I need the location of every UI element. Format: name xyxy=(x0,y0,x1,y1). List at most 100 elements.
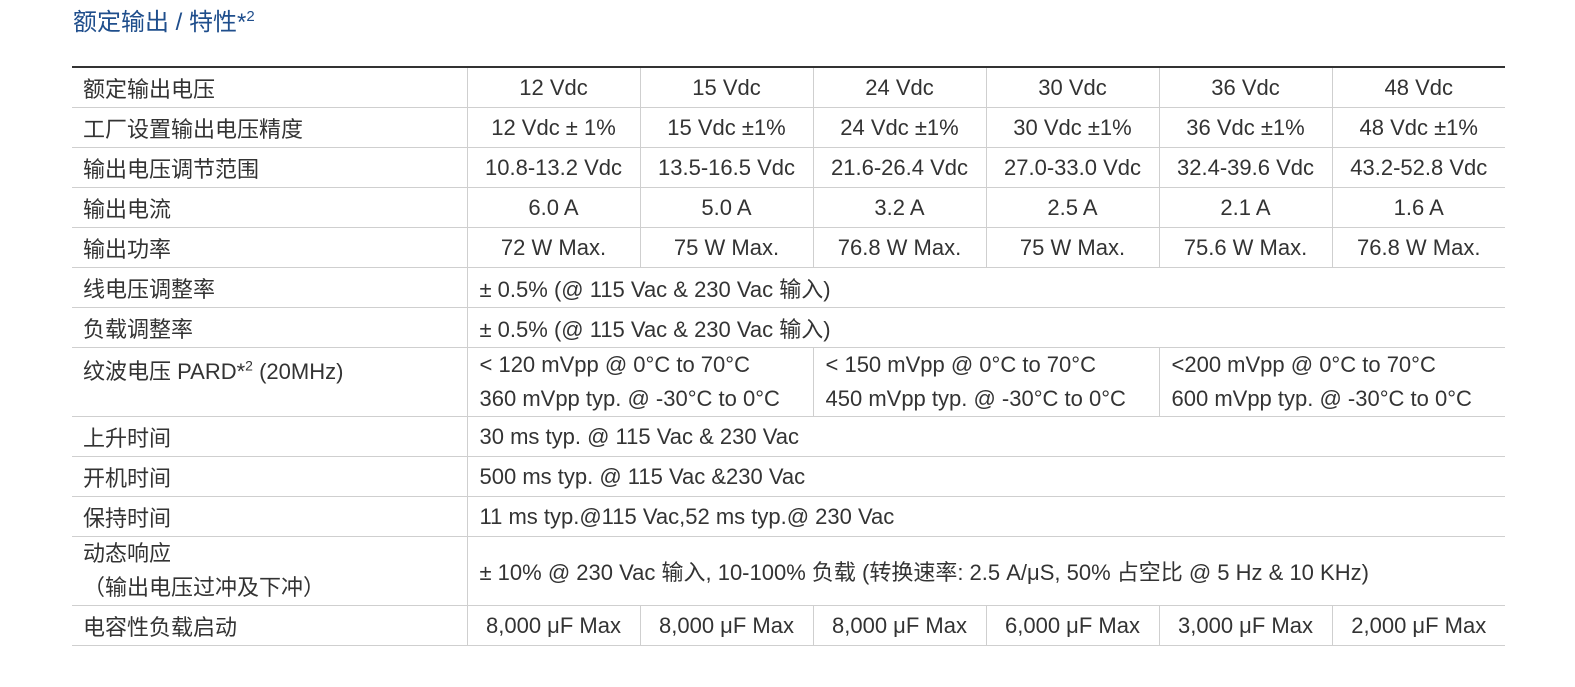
value-cell: 75 W Max. xyxy=(639,227,813,268)
value-cell: 8,000 μF Max xyxy=(812,605,986,646)
cell-text: 48 Vdc ±1% xyxy=(1359,114,1478,140)
cell-text: ± 0.5% (@ 115 Vac & 230 Vac 输入) xyxy=(479,276,831,302)
value-cell: 2.1 A xyxy=(1158,187,1332,228)
value-cell: 6,000 μF Max xyxy=(985,605,1159,646)
value-cell: 27.0-33.0 Vdc xyxy=(985,147,1159,188)
row-label: 动态响应 xyxy=(83,541,172,566)
row-label: 开机时间 xyxy=(83,465,172,491)
spec-row: 线电压调整率 ± 0.5% (@ 115 Vac & 230 Vac 输入) xyxy=(72,267,1505,308)
cell-text: 6.0 A xyxy=(528,194,579,220)
cell-text: ± 10% @ 230 Vac 输入, 10-100% 负载 (转换速率: 2.… xyxy=(479,560,1369,585)
cell-text: 450 mVpp typ. @ -30°C to 0°C xyxy=(825,386,1126,411)
value-cell: 30 Vdc ±1% xyxy=(985,107,1159,148)
value-cell: < 120 mVpp @ 0°C to 70°C 360 mVpp typ. @ … xyxy=(466,347,813,417)
row-label-cell: 输出电流 xyxy=(72,187,467,228)
cell-text: 36 Vdc xyxy=(1211,74,1280,100)
value-cell: 2,000 μF Max xyxy=(1331,605,1505,646)
value-cell: ± 0.5% (@ 115 Vac & 230 Vac 输入) xyxy=(466,267,1505,308)
cell-text: 43.2-52.8 Vdc xyxy=(1350,154,1488,180)
value-cell: 12 Vdc ± 1% xyxy=(466,107,640,148)
cell-text: 8,000 μF Max xyxy=(832,612,967,638)
value-cell: 32.4-39.6 Vdc xyxy=(1158,147,1332,188)
row-label-cell: 纹波电压 PARD*2 (20MHz) xyxy=(72,347,467,417)
title-superscript: 2 xyxy=(246,8,255,25)
cell-text: 27.0-33.0 Vdc xyxy=(1004,154,1141,180)
cell-text: 21.6-26.4 Vdc xyxy=(831,154,968,180)
row-label-cell: 上升时间 xyxy=(72,416,467,457)
value-cell: 72 W Max. xyxy=(466,227,640,268)
row-label: 线电压调整率 xyxy=(83,276,216,302)
row-label: 输出功率 xyxy=(83,236,172,262)
cell-text: 76.8 W Max. xyxy=(1357,234,1481,260)
row-label: （输出电压过冲及下冲） xyxy=(83,575,326,600)
spec-row: 保持时间 11 ms typ.@115 Vac,52 ms typ.@ 230 V… xyxy=(72,496,1505,537)
row-label: 保持时间 xyxy=(83,505,172,531)
title-text: 额定输出 / 特性* xyxy=(73,9,247,36)
spec-row: 电容性负载启动 8,000 μF Max 8,000 μF Max 8,000 μF … xyxy=(72,605,1505,646)
value-cell: < 150 mVpp @ 0°C to 70°C 450 mVpp typ. @ … xyxy=(812,347,1159,417)
row-label: 输出电压调节范围 xyxy=(83,156,260,182)
cell-text: 3,000 μF Max xyxy=(1178,612,1313,638)
label-suffix: (20MHz) xyxy=(252,359,344,384)
value-cell: 48 Vdc xyxy=(1331,67,1505,108)
value-cell: 30 Vdc xyxy=(985,67,1159,108)
value-cell: 24 Vdc ±1% xyxy=(812,107,986,148)
value-cell: 76.8 W Max. xyxy=(1331,227,1505,268)
spec-row: 输出功率 72 W Max. 75 W Max. 76.8 W Max. 75 W Ma… xyxy=(72,227,1505,268)
cell-text: 500 ms typ. @ 115 Vac &230 Vac xyxy=(479,463,806,489)
cell-text: 30 Vdc xyxy=(1038,74,1107,100)
cell-text: 24 Vdc xyxy=(865,74,934,100)
spec-row: 输出电压调节范围 10.8-13.2 Vdc 13.5-16.5 Vdc 21.6-2… xyxy=(72,147,1505,188)
value-cell: ± 10% @ 230 Vac 输入, 10-100% 负载 (转换速率: 2.… xyxy=(466,536,1505,606)
cell-text: 1.6 A xyxy=(1393,194,1444,220)
spec-row: 上升时间 30 ms typ. @ 115 Vac & 230 Vac xyxy=(72,416,1505,457)
cell-text: 2.5 A xyxy=(1047,194,1098,220)
value-cell: 2.5 A xyxy=(985,187,1159,228)
value-cell: 8,000 μF Max xyxy=(639,605,813,646)
spec-row: 纹波电压 PARD*2 (20MHz) < 120 mVpp @ 0°C to 7… xyxy=(72,347,1505,417)
row-label: 额定输出电压 xyxy=(83,76,216,102)
value-cell: 8,000 μF Max xyxy=(466,605,640,646)
cell-text: ± 0.5% (@ 115 Vac & 230 Vac 输入) xyxy=(479,316,831,342)
value-cell: 76.8 W Max. xyxy=(812,227,986,268)
row-label: 负载调整率 xyxy=(83,316,194,342)
value-cell: 43.2-52.8 Vdc xyxy=(1331,147,1505,188)
cell-text: 30 ms typ. @ 115 Vac & 230 Vac xyxy=(479,423,800,449)
value-cell: 3.2 A xyxy=(812,187,986,228)
cell-text: 11 ms typ.@115 Vac,52 ms typ.@ 230 Vac xyxy=(479,503,895,529)
cell-text: 12 Vdc xyxy=(519,74,588,100)
value-cell: ± 0.5% (@ 115 Vac & 230 Vac 输入) xyxy=(466,307,1505,348)
value-cell: 10.8-13.2 Vdc xyxy=(466,147,640,188)
value-cell: 5.0 A xyxy=(639,187,813,228)
value-cell: 36 Vdc ±1% xyxy=(1158,107,1332,148)
spec-row: 额定输出电压 12 Vdc 15 Vdc 24 Vdc 30 Vdc 36 Vdc 48 V… xyxy=(72,67,1505,108)
cell-text: 75.6 W Max. xyxy=(1183,234,1308,260)
cell-text: 600 mVpp typ. @ -30°C to 0°C xyxy=(1171,386,1472,411)
spec-row: 工厂设置输出电压精度 12 Vdc ± 1% 15 Vdc ±1% 24 Vdc ±1… xyxy=(72,107,1505,148)
row-label-cell: 保持时间 xyxy=(72,496,467,537)
cell-text: 12 Vdc ± 1% xyxy=(491,114,616,140)
cell-text: 48 Vdc xyxy=(1384,74,1454,100)
spec-body: 额定输出电压 12 Vdc 15 Vdc 24 Vdc 30 Vdc 36 Vdc 48 V… xyxy=(72,67,1505,646)
value-cell: 15 Vdc ±1% xyxy=(639,107,813,148)
value-cell: 12 Vdc xyxy=(466,67,640,108)
value-cell: 24 Vdc xyxy=(812,67,986,108)
cell-text: 15 Vdc ±1% xyxy=(667,114,786,140)
value-cell: 1.6 A xyxy=(1331,187,1505,228)
row-label-cell: 工厂设置输出电压精度 xyxy=(72,107,467,148)
cell-text: <200 mVpp @ 0°C to 70°C xyxy=(1171,352,1436,377)
cell-text: 76.8 W Max. xyxy=(837,234,962,260)
cell-text: 13.5-16.5 Vdc xyxy=(658,154,795,180)
value-cell: <200 mVpp @ 0°C to 70°C 600 mVpp typ. @ -… xyxy=(1158,347,1505,417)
label-superscript: 2 xyxy=(245,357,253,374)
cell-text: 10.8-13.2 Vdc xyxy=(485,154,622,180)
row-label: 工厂设置输出电压精度 xyxy=(83,116,304,142)
title: 额定输出 / 特性*2 xyxy=(73,2,255,37)
value-cell: 21.6-26.4 Vdc xyxy=(812,147,986,188)
value-cell: 13.5-16.5 Vdc xyxy=(639,147,813,188)
value-cell: 6.0 A xyxy=(466,187,640,228)
value-cell: 15 Vdc xyxy=(639,67,813,108)
row-label-cell: 输出电压调节范围 xyxy=(72,147,467,188)
value-cell: 36 Vdc xyxy=(1158,67,1332,108)
